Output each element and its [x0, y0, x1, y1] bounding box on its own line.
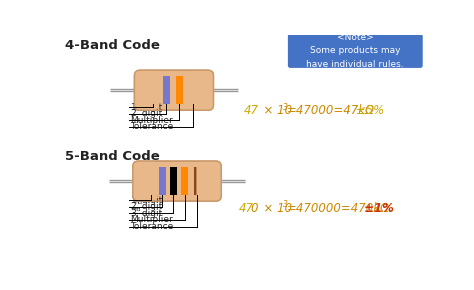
Text: × 10: × 10 — [256, 104, 292, 117]
Bar — [170, 167, 177, 195]
Text: × 10: × 10 — [256, 202, 292, 215]
Text: digit: digit — [139, 209, 162, 218]
Text: 2: 2 — [130, 109, 136, 118]
Text: rd: rd — [134, 207, 140, 212]
FancyBboxPatch shape — [135, 70, 159, 110]
Text: 1: 1 — [130, 103, 137, 112]
Bar — [159, 167, 166, 195]
Bar — [149, 76, 156, 104]
Text: digit: digit — [139, 103, 162, 112]
Bar — [182, 167, 188, 195]
Text: 3: 3 — [130, 209, 137, 218]
Text: 47: 47 — [239, 202, 254, 215]
Text: 3: 3 — [283, 200, 288, 209]
Text: digit: digit — [139, 196, 162, 205]
Text: digit: digit — [139, 202, 162, 211]
Text: ±5%: ±5% — [352, 104, 384, 117]
Text: 4-Band Code: 4-Band Code — [65, 39, 160, 52]
FancyBboxPatch shape — [133, 161, 158, 201]
Text: Tolerance: Tolerance — [130, 122, 174, 131]
Bar — [194, 167, 201, 195]
Text: 1: 1 — [130, 196, 137, 205]
Text: Multiplier: Multiplier — [130, 116, 173, 125]
FancyBboxPatch shape — [196, 161, 221, 201]
FancyBboxPatch shape — [135, 70, 213, 110]
Text: <Note>
Some products may
have individual rules.: <Note> Some products may have individual… — [307, 33, 404, 69]
Text: nd: nd — [134, 107, 142, 112]
Bar — [163, 76, 170, 104]
Text: 0: 0 — [251, 202, 258, 215]
Bar — [189, 76, 196, 104]
Text: =470000=470kΩ: =470000=470kΩ — [286, 202, 389, 215]
Text: digit: digit — [139, 109, 162, 118]
Text: =47000=47kΩ: =47000=47kΩ — [286, 104, 374, 117]
FancyBboxPatch shape — [133, 161, 221, 201]
FancyBboxPatch shape — [189, 70, 213, 110]
Bar — [176, 76, 183, 104]
Text: st: st — [134, 194, 140, 199]
Text: 5-Band Code: 5-Band Code — [65, 150, 160, 163]
Text: 3: 3 — [283, 103, 288, 112]
Text: nd: nd — [134, 200, 142, 205]
Text: Multiplier: Multiplier — [130, 215, 173, 224]
Text: ±1%: ±1% — [360, 202, 394, 215]
Text: 47: 47 — [244, 104, 259, 117]
FancyBboxPatch shape — [288, 34, 423, 68]
Text: st: st — [134, 101, 140, 106]
Bar — [148, 167, 155, 195]
Text: 2: 2 — [130, 202, 136, 211]
Text: Tolerance: Tolerance — [130, 222, 174, 231]
